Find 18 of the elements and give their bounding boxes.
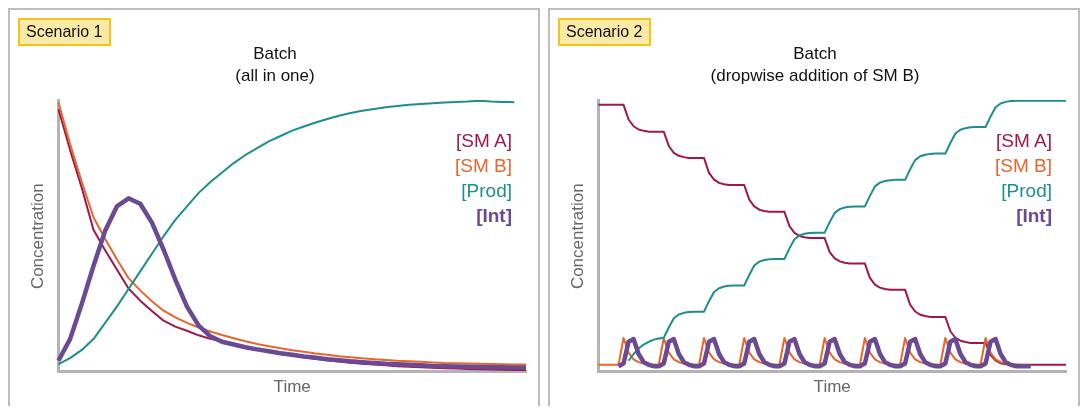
- x-axis-title: Time: [813, 377, 851, 397]
- chart-title: Batch: [793, 43, 837, 63]
- chart-subtitle: (all in one): [235, 66, 315, 86]
- text: Scenario 2: [558, 18, 651, 46]
- text: [SM B]: [994, 154, 1052, 178]
- chart-subtitle: (dropwise addition of SM B): [710, 66, 920, 86]
- text: [SM B]: [454, 154, 512, 178]
- text: Scenario 1: [18, 18, 111, 46]
- text: [Int]: [475, 204, 512, 228]
- chart-title: Batch: [253, 43, 297, 63]
- text: [Prod]: [1000, 179, 1052, 203]
- text: [Int]: [1015, 204, 1052, 228]
- text: [SM A]: [455, 129, 512, 153]
- text: [SM A]: [995, 129, 1052, 153]
- y-axis-title: Concentration: [27, 183, 47, 290]
- text: [Prod]: [460, 179, 512, 203]
- x-axis-title: Time: [273, 377, 311, 397]
- y-axis-title: Concentration: [567, 183, 587, 290]
